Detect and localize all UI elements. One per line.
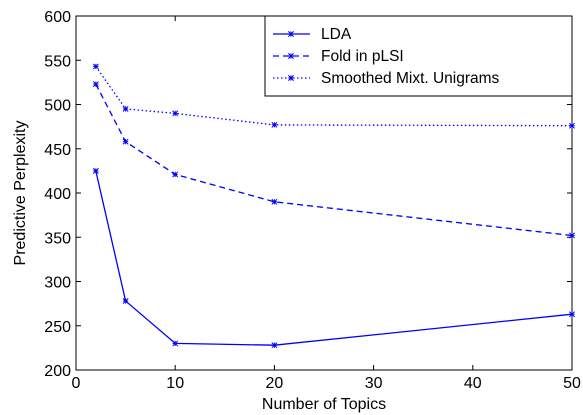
x-tick-label: 20 [266, 375, 284, 392]
series-line-fold-in-plsi [95, 83, 573, 237]
x-tick-label: 10 [166, 375, 184, 392]
y-tick-label: 500 [44, 98, 71, 115]
series-line-lda [95, 170, 573, 346]
y-tick-label: 400 [44, 186, 71, 203]
y-tick-label: 450 [44, 142, 71, 159]
y-tick-label: 300 [44, 275, 71, 292]
legend-label: Fold in pLSI [321, 48, 404, 65]
legend-label: LDA [321, 26, 352, 43]
legend-entry: LDA [273, 26, 352, 43]
x-tick-label: 40 [464, 375, 482, 392]
data-point [172, 340, 179, 347]
y-tick-label: 600 [44, 9, 71, 26]
x-tick-label: 0 [72, 375, 81, 392]
data-point [569, 232, 575, 239]
y-axis-label: Predictive Perplexity [12, 121, 29, 266]
legend-marker [288, 53, 294, 59]
y-axis: 200 250 300 350 400 450 500 550 600 [44, 9, 572, 380]
data-point [271, 121, 278, 128]
legend-marker [288, 31, 294, 37]
legend-entry: Fold in pLSI [273, 48, 404, 65]
data-point [122, 105, 129, 112]
data-point [92, 63, 99, 70]
x-axis-label: Number of Topics [262, 396, 386, 413]
data-point [569, 311, 575, 318]
legend-label: Smoothed Mixt. Unigrams [321, 70, 500, 87]
legend: LDA Fold in pLSI Smoothed Mixt. Unigrams [264, 15, 573, 97]
x-tick-label: 30 [365, 375, 383, 392]
series-line-smoothed-mixt-unigrams [95, 66, 573, 127]
legend-marker [288, 75, 294, 81]
data-point [122, 138, 129, 145]
data-point [172, 171, 179, 178]
legend-entry: Smoothed Mixt. Unigrams [273, 70, 500, 87]
series-layer [92, 63, 575, 349]
y-tick-label: 550 [44, 53, 71, 70]
data-point [92, 167, 99, 174]
y-tick-label: 350 [44, 230, 71, 247]
series-lda [92, 167, 575, 349]
data-point [569, 122, 575, 129]
data-point [92, 81, 99, 88]
data-point [172, 110, 179, 117]
data-point [122, 298, 129, 304]
y-tick-label: 200 [44, 363, 71, 380]
x-tick-label: 50 [563, 375, 581, 392]
data-point [271, 198, 278, 205]
series-smoothed-mixt-unigrams [92, 63, 575, 129]
data-point [271, 342, 278, 349]
series-fold-in-plsi [92, 81, 575, 239]
legend-box [264, 15, 573, 97]
x-axis: 0 10 20 30 40 50 [72, 16, 581, 392]
y-tick-label: 250 [44, 319, 71, 336]
